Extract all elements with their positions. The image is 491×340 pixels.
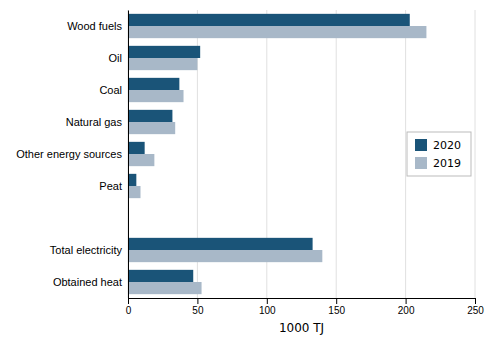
x-axis-line	[129, 299, 476, 305]
bar	[128, 154, 154, 166]
bars	[128, 14, 426, 294]
bar	[128, 282, 202, 294]
x-tick-mark	[267, 298, 268, 304]
x-tick: 250	[467, 298, 484, 316]
bar	[128, 238, 313, 250]
x-tick-label: 100	[259, 305, 276, 316]
y-axis-line	[128, 11, 129, 299]
y-tick-label: Other energy sources	[16, 148, 122, 160]
x-tick-label: 250	[467, 305, 484, 316]
legend-swatch	[415, 157, 427, 169]
bar	[128, 58, 197, 70]
bar	[128, 78, 179, 90]
chart: 0 50 100 150 200 250 Wood fuels Oil Coal Natural …	[0, 0, 491, 340]
x-tick-label: 0	[126, 305, 132, 316]
x-tick-mark	[128, 298, 129, 304]
x-tick-mark	[336, 298, 337, 304]
bar	[128, 142, 145, 154]
y-tick: Obtained heat	[53, 276, 128, 288]
legend: 2020 2019	[407, 132, 471, 176]
bar	[128, 110, 172, 122]
y-tick-label: Wood fuels	[67, 20, 122, 32]
grid-line	[475, 10, 476, 298]
y-tick: Peat	[99, 180, 128, 192]
x-tick-mark	[406, 298, 407, 304]
x-tick: 0	[126, 298, 132, 316]
grid-line	[405, 10, 406, 298]
y-tick: Total electricity	[50, 244, 128, 256]
y-tick-label: Coal	[99, 84, 122, 96]
y-tick: Coal	[99, 84, 128, 96]
grid-line	[336, 10, 337, 298]
legend-label: 2020	[433, 139, 461, 152]
legend-frame	[407, 132, 471, 176]
x-tick: 200	[398, 298, 415, 316]
legend-label: 2019	[433, 157, 461, 170]
x-tick-label: 200	[398, 305, 415, 316]
legend-item: 2020	[415, 139, 461, 152]
x-tick: 50	[192, 298, 204, 316]
plot: 0 50 100 150 200 250 Wood fuels Oil Coal Natural …	[16, 10, 484, 335]
bar	[128, 270, 193, 282]
x-tick-label: 150	[328, 305, 345, 316]
x-axis-title: 1000 TJ	[279, 321, 324, 335]
legend-item: 2019	[415, 157, 461, 170]
y-axis: Wood fuels Oil Coal Natural gas Other energy…	[16, 11, 128, 299]
x-tick: 150	[328, 298, 345, 316]
y-tick: Wood fuels	[67, 20, 128, 32]
bar	[128, 122, 175, 134]
y-tick-label: Obtained heat	[53, 276, 122, 288]
y-tick-label: Natural gas	[66, 116, 123, 128]
bar	[128, 186, 140, 198]
x-axis: 0 50 100 150 200 250	[126, 298, 485, 316]
grid-line	[128, 10, 129, 298]
bar	[128, 26, 426, 38]
y-tick-label: Oil	[109, 52, 122, 64]
bar	[128, 90, 184, 102]
series	[128, 26, 426, 294]
bar	[128, 250, 322, 262]
x-tick-label: 50	[192, 305, 204, 316]
series	[128, 14, 410, 282]
x-tick: 100	[259, 298, 276, 316]
bar	[128, 46, 200, 58]
y-tick: Oil	[109, 52, 128, 64]
x-tick-mark	[475, 298, 476, 304]
grid	[128, 10, 475, 298]
bar	[128, 14, 410, 26]
y-tick-label: Total electricity	[50, 244, 123, 256]
y-tick: Natural gas	[66, 116, 128, 128]
x-tick-mark	[197, 298, 198, 304]
legend-swatch	[415, 139, 427, 151]
bar	[128, 174, 136, 186]
y-tick: Other energy sources	[16, 148, 128, 160]
y-tick-label: Peat	[99, 180, 122, 192]
